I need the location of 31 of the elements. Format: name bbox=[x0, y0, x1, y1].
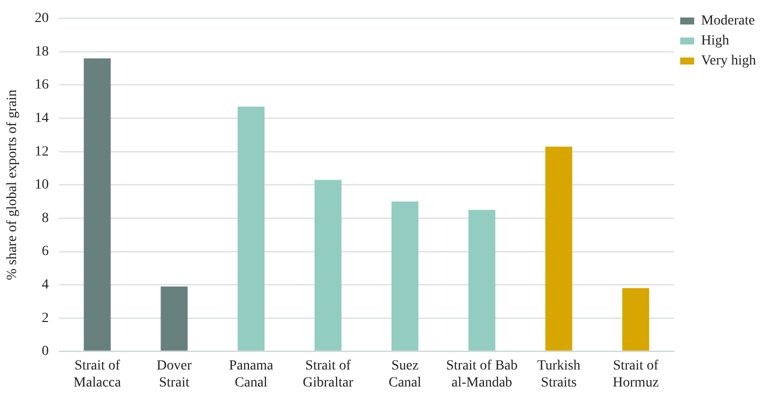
y-tick-label: 4 bbox=[42, 277, 49, 292]
y-tick-label: 2 bbox=[42, 310, 49, 326]
legend-label: Moderate bbox=[701, 14, 755, 29]
y-tick-label: 8 bbox=[42, 210, 49, 226]
bar bbox=[238, 106, 265, 351]
x-tick-label: Suez Canal bbox=[388, 358, 422, 390]
x-tick-label: Strait of Bab al-Mandab bbox=[446, 358, 518, 390]
x-tick-label: Strait of Hormuz bbox=[612, 358, 659, 390]
legend-label: Very high bbox=[701, 54, 756, 69]
y-axis-title: % share of global exports of grain bbox=[5, 90, 20, 280]
x-tick-label: Panama Canal bbox=[228, 358, 274, 390]
x-tick-label: Strait of Gibraltar bbox=[302, 358, 354, 390]
y-tick-label: 0 bbox=[42, 344, 49, 360]
y-tick-label: 20 bbox=[34, 11, 49, 26]
bar bbox=[160, 286, 188, 351]
y-tick-label: 14 bbox=[34, 110, 49, 126]
bar bbox=[468, 210, 496, 351]
y-tick-label: 10 bbox=[34, 178, 49, 193]
x-tick-label: Strait of Malacca bbox=[74, 358, 122, 390]
y-tick-label: 6 bbox=[42, 244, 49, 260]
legend-label: High bbox=[701, 34, 730, 49]
x-tick-label: Dover Strait bbox=[156, 358, 192, 390]
bar bbox=[314, 180, 342, 351]
bar bbox=[545, 146, 572, 351]
bar bbox=[84, 58, 111, 351]
y-tick-label: 12 bbox=[34, 144, 49, 160]
bar bbox=[622, 288, 650, 351]
y-tick-label: 16 bbox=[34, 78, 49, 93]
x-tick-label: Turkish Straits bbox=[537, 358, 580, 390]
y-tick-label: 18 bbox=[34, 44, 49, 60]
bar bbox=[391, 202, 418, 351]
